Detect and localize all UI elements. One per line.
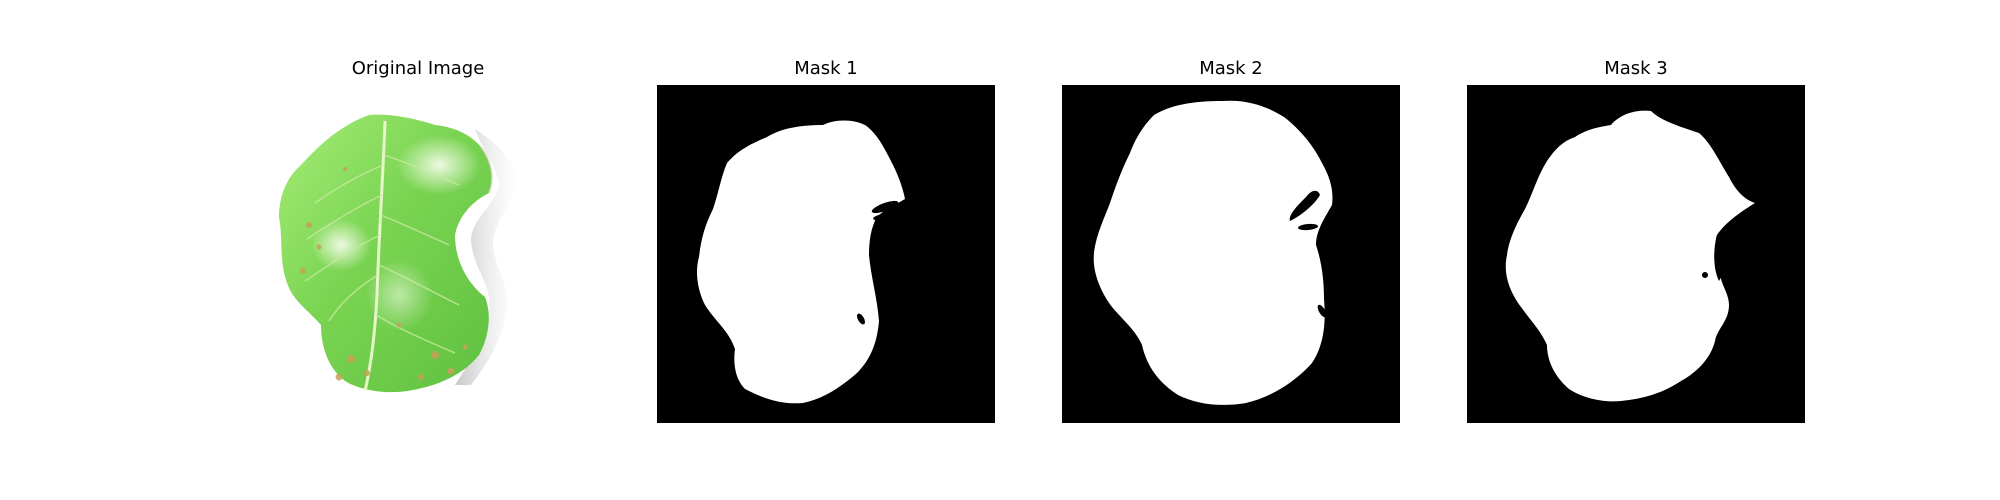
mask-2-foreground [1093, 100, 1333, 405]
original-image-title: Original Image [351, 58, 485, 79]
leaf-glare [311, 219, 371, 271]
mask-3-image [1467, 85, 1805, 423]
mask-hole [1729, 319, 1737, 331]
leaf-glare [365, 259, 433, 331]
mask-hole [873, 213, 893, 221]
leaf-edge [480, 146, 493, 194]
mask-hole [879, 240, 887, 250]
mask-hole [1702, 272, 1708, 278]
mask-hole [1289, 190, 1320, 221]
leaf-shadow [455, 129, 517, 385]
mask-hole [871, 200, 899, 214]
mask-notch [1714, 233, 1729, 281]
mask-3-foreground [1505, 110, 1755, 402]
mask-2-title: Mask 2 [1199, 58, 1263, 79]
mask-hole [857, 313, 865, 325]
leaf-glare [397, 135, 481, 195]
leaf-veins [304, 154, 460, 354]
mask-hole [1298, 223, 1318, 231]
mask-hole [1317, 304, 1327, 318]
leaf-spots [300, 167, 468, 381]
mask-3-title: Mask 3 [1604, 58, 1668, 79]
mask-2-image [1062, 85, 1400, 423]
leaf-midrib [363, 120, 387, 392]
mask-1-foreground [697, 120, 905, 404]
mask-1-title: Mask 1 [794, 58, 858, 79]
mask-1-image [657, 85, 995, 423]
leaf-photo [279, 114, 517, 393]
